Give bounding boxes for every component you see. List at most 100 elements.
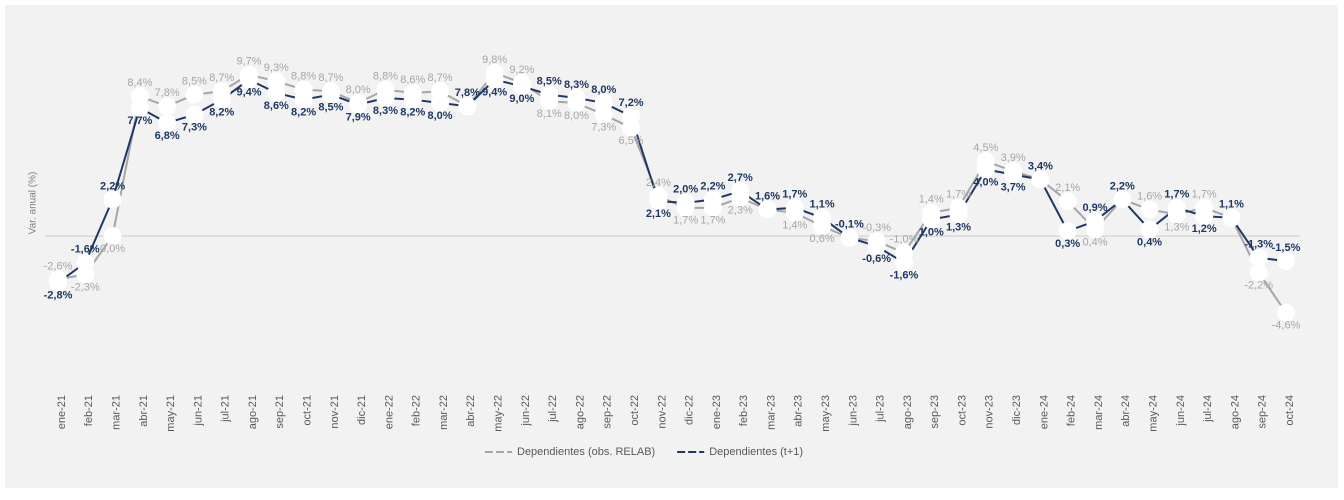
data-label: 1,1%	[1219, 199, 1244, 211]
y-axis-label: Var. anual (%)	[28, 172, 39, 235]
data-label: -1,3%	[1244, 239, 1273, 251]
x-tick-label: ago-24	[1229, 395, 1241, 429]
point-marker	[1195, 207, 1214, 226]
data-label: 9,7%	[236, 56, 261, 68]
x-tick-label: may-22	[493, 395, 505, 432]
x-tick-label: nov-23	[984, 395, 996, 429]
data-label: 3,4%	[1028, 160, 1053, 172]
data-label: 2,1%	[1055, 182, 1080, 194]
data-label: 2,1%	[646, 208, 671, 220]
x-tick-label: ene-24	[1038, 395, 1050, 429]
point-marker	[731, 182, 750, 201]
data-label: 0,4%	[1137, 236, 1162, 248]
data-label: 7,9%	[346, 112, 371, 124]
data-label: -1,0%	[890, 234, 919, 246]
data-label: 1,6%	[1137, 190, 1162, 202]
data-label: 8,2%	[400, 107, 425, 119]
data-label: 8,1%	[537, 108, 562, 120]
data-label: 4,5%	[973, 142, 998, 154]
x-tick-label: oct-24	[1284, 395, 1296, 426]
x-tick-label: jun-21	[192, 395, 204, 427]
point-marker	[512, 77, 531, 96]
data-label: 8,5%	[182, 76, 207, 88]
point-marker	[403, 90, 422, 109]
point-marker	[840, 228, 859, 247]
data-label: 1,1%	[1219, 199, 1244, 211]
data-label: 1,7%	[700, 215, 725, 227]
point-marker	[240, 70, 259, 89]
x-tick-label: sep-23	[929, 395, 941, 429]
point-marker	[949, 205, 968, 224]
x-tick-label: sep-22	[602, 395, 614, 429]
x-tick-label: jul-21	[220, 395, 232, 423]
point-marker	[130, 98, 149, 117]
data-label: 1,7%	[1164, 189, 1189, 201]
data-label: 8,6%	[400, 74, 425, 86]
point-marker	[76, 253, 95, 272]
x-tick-label: feb-24	[1066, 395, 1078, 426]
data-label: 2,4%	[646, 177, 671, 189]
point-marker	[1277, 252, 1295, 271]
point-marker	[567, 88, 586, 107]
point-marker	[1249, 248, 1268, 267]
point-marker	[976, 160, 995, 179]
x-tick-label: ago-21	[247, 395, 259, 429]
x-tick-label: mar-21	[110, 395, 122, 430]
point-marker	[267, 83, 286, 102]
x-tick-label: abr-22	[465, 395, 477, 427]
point-marker	[540, 85, 559, 104]
data-label: 7,7%	[127, 115, 152, 127]
data-label: 1,7%	[1192, 189, 1217, 201]
data-label: 8,3%	[373, 105, 398, 117]
x-tick-label: dic-21	[356, 395, 368, 425]
data-label: -1,6%	[71, 244, 100, 256]
x-tick-label: may-24	[1147, 395, 1159, 432]
point-marker	[349, 95, 368, 114]
data-label: 8,3%	[564, 79, 589, 91]
x-tick-label: nov-22	[656, 395, 668, 429]
point-marker	[185, 85, 204, 104]
data-label: 7,8%	[155, 87, 180, 99]
x-tick-label: jul-23	[875, 395, 887, 423]
data-label: -0,1%	[835, 219, 864, 231]
x-tick-label: feb-22	[411, 395, 423, 426]
point-marker	[1140, 200, 1159, 219]
point-marker	[867, 237, 886, 256]
data-label: 9,2%	[509, 64, 534, 76]
x-tick-label: ene-22	[383, 395, 395, 429]
data-label: 1,4%	[782, 220, 807, 232]
point-marker	[1277, 303, 1295, 322]
data-label: 0,9%	[1082, 202, 1107, 214]
point-marker	[458, 97, 477, 116]
point-marker	[158, 113, 177, 132]
data-label: 1,7%	[673, 215, 698, 227]
data-label: 8,2%	[209, 107, 234, 119]
point-marker	[594, 93, 613, 112]
point-marker	[1167, 198, 1186, 217]
point-marker	[49, 273, 67, 292]
point-marker	[676, 193, 695, 212]
data-label: 8,8%	[291, 71, 316, 83]
data-label: 2,3%	[728, 205, 753, 217]
x-tick-label: sep-21	[274, 395, 286, 429]
data-label: 7,8%	[455, 87, 480, 99]
data-label: -2,2%	[1244, 280, 1273, 292]
data-label: 9,4%	[236, 87, 261, 99]
data-label: 1,6%	[755, 190, 780, 202]
point-marker	[785, 198, 804, 217]
data-label: 1,7%	[782, 189, 807, 201]
data-label: 1,1%	[810, 199, 835, 211]
point-marker	[212, 90, 231, 109]
x-tick-label: mar-24	[1093, 395, 1105, 430]
data-label: 6,5%	[619, 135, 644, 147]
x-tick-label: may-21	[165, 395, 177, 432]
x-tick-label: abr-23	[793, 395, 805, 427]
x-tick-label: mar-22	[438, 395, 450, 430]
x-tick-label: oct-21	[302, 395, 314, 426]
point-marker	[1031, 170, 1050, 189]
x-tick-label: sep-24	[1257, 395, 1269, 429]
legend-label: Dependientes (obs. RELAB)	[517, 446, 655, 458]
data-label: 8,5%	[318, 102, 343, 114]
data-label: 2,0%	[673, 184, 698, 196]
data-label: 8,2%	[291, 107, 316, 119]
